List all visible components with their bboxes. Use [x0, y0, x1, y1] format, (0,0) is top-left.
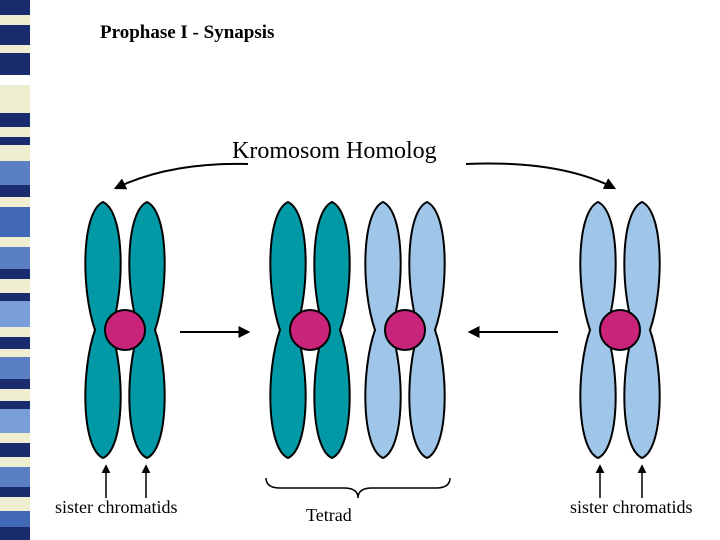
center-left-pair: [270, 202, 349, 458]
center-right-pair: [365, 202, 444, 458]
homolog-label: Kromosom Homolog: [232, 138, 437, 165]
sister-chromatids-right-label: sister chromatids: [570, 497, 692, 518]
top-right-curve: [466, 164, 614, 189]
left-pair: [85, 202, 164, 458]
tetrad-brace: [266, 478, 450, 498]
sister-chromatids-left-label: sister chromatids: [55, 497, 177, 518]
diagram-stage: Prophase I - Synapsis Kromosom Homolog s…: [0, 0, 720, 540]
tetrad-label: Tetrad: [306, 505, 352, 526]
top-left-curve: [116, 164, 248, 188]
diagram-svg: [0, 0, 720, 540]
diagram-title: Prophase I - Synapsis: [100, 22, 274, 44]
right-pair: [580, 202, 659, 458]
